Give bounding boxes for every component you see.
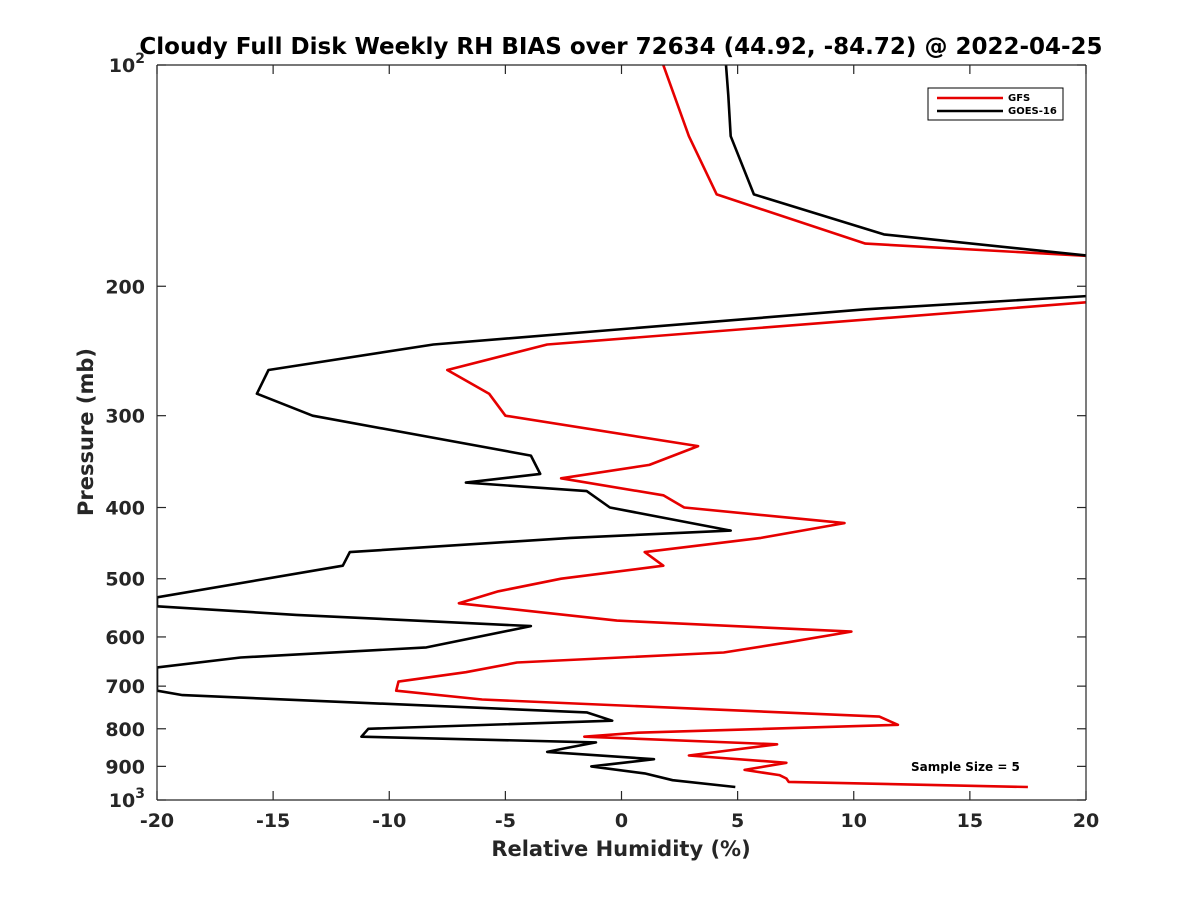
x-tick-label: 10	[841, 810, 867, 832]
x-tick-label: 20	[1073, 810, 1099, 832]
y-tick-label-base: 10	[109, 790, 135, 812]
y-tick-label: 500	[105, 569, 145, 591]
y-tick-label-base: 700	[105, 676, 145, 698]
y-tick-label: 200	[105, 276, 145, 298]
y-tick-label-base: 500	[105, 569, 145, 591]
x-tick-label: 0	[615, 810, 628, 832]
sample-size-annotation: Sample Size = 5	[911, 760, 1020, 774]
y-tick-label: 300	[105, 406, 145, 428]
y-axis-label: Pressure (mb)	[74, 348, 98, 516]
y-tick-label-base: 900	[105, 756, 145, 778]
y-tick-label: 700	[105, 676, 145, 698]
y-tick-label-base: 400	[105, 498, 145, 520]
y-tick-label-exponent: 2	[135, 51, 145, 67]
legend-label-gfs: GFS	[1008, 93, 1030, 104]
y-tick-label: 103	[109, 786, 145, 812]
x-tick-label: -20	[140, 810, 174, 832]
series-line-goes16	[157, 65, 1086, 789]
series-layer	[157, 65, 1086, 789]
legend-box	[927, 87, 1064, 121]
legend: GFS GOES-16	[927, 87, 1064, 121]
chart-title: Cloudy Full Disk Weekly RH BIAS over 726…	[139, 34, 1102, 60]
x-tick-label: -10	[372, 810, 406, 832]
x-axis-label: Relative Humidity (%)	[491, 837, 750, 861]
y-tick-label-base: 10	[109, 55, 135, 77]
y-tick-label-base: 600	[105, 627, 145, 649]
y-tick-label-base: 800	[105, 719, 145, 741]
y-tick-label: 400	[105, 498, 145, 520]
x-tick-label: -15	[256, 810, 290, 832]
y-tick-label: 600	[105, 627, 145, 649]
y-tick-label: 102	[109, 51, 145, 77]
y-tick-label: 800	[105, 719, 145, 741]
plot-area	[157, 65, 1086, 800]
y-tick-label-base: 200	[105, 276, 145, 298]
legend-label-goes16: GOES-16	[1008, 106, 1057, 117]
axes: -20 -15 -10 -5 0 5 10 15 20102200300400500600700…	[105, 51, 1099, 832]
y-tick-label-exponent: 3	[135, 786, 145, 802]
x-tick-label: 5	[731, 810, 744, 832]
y-tick-label-base: 300	[105, 406, 145, 428]
y-tick-label: 900	[105, 756, 145, 778]
x-tick-label: -5	[495, 810, 516, 832]
x-tick-label: 15	[957, 810, 983, 832]
series-line-gfs	[394, 65, 1086, 789]
